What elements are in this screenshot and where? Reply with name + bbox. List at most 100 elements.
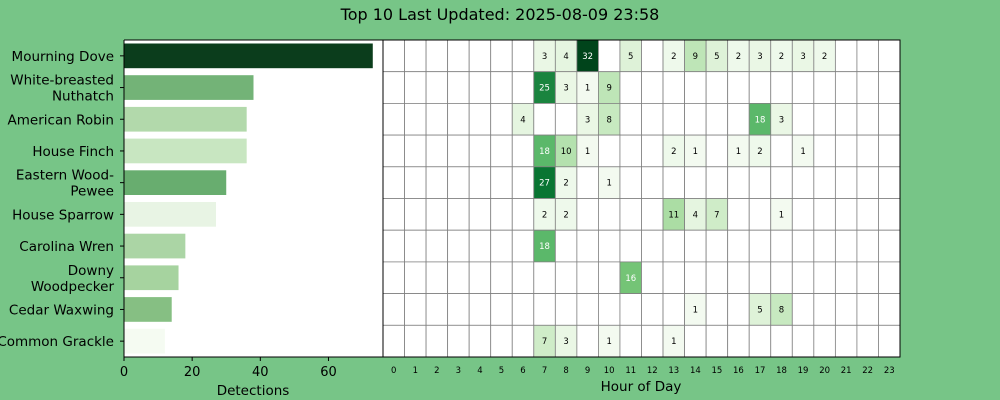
species-label: Pewee	[70, 184, 114, 200]
cell-value-label: 3	[779, 115, 784, 125]
heatmap-cell	[619, 229, 642, 263]
heatmap-cell	[425, 103, 449, 136]
heatmap-cell	[382, 324, 405, 358]
heatmap-cell	[511, 39, 535, 73]
heatmap-cell	[834, 198, 858, 231]
cell-value-label: 1	[800, 147, 805, 157]
heatmap-cell	[619, 198, 642, 231]
heatmap-cell	[770, 71, 793, 104]
bar	[124, 106, 247, 132]
heatmap-cell	[404, 229, 427, 263]
heatmap-cell	[468, 293, 492, 326]
cell-value-label: 18	[539, 147, 550, 157]
heatmap-cell	[554, 103, 578, 136]
cell-value-label: 4	[563, 52, 568, 62]
hour-tick-label: 15	[711, 366, 722, 376]
heatmap-cell	[641, 198, 664, 231]
hour-tick-label: 17	[755, 366, 766, 376]
heatmap-cell	[576, 166, 599, 199]
hour-tick-label: 0	[391, 366, 396, 376]
heatmap-cell	[447, 198, 470, 231]
cell-value-label: 1	[736, 147, 741, 157]
heatmap-cell	[576, 261, 599, 294]
heatmap-cell	[447, 229, 470, 263]
hour-tick-label: 8	[563, 366, 568, 376]
cell-value-label: 1	[779, 210, 784, 220]
species-label: Carolina Wren	[19, 239, 114, 255]
heatmap-cell	[727, 166, 750, 199]
cell-value-label: 2	[563, 179, 568, 189]
heatmap-panel: 3 4 32 5 2 9 5 2 3 2 3 225 3 1 94 3 8 18 318 10 1 2 1 1 2 127 2 12 2…	[382, 39, 901, 395]
cell-value-label: 3	[563, 84, 568, 94]
heatmap-cell	[619, 134, 642, 168]
heatmap-cell	[727, 71, 750, 104]
heatmap-cell	[511, 198, 535, 231]
bar	[124, 297, 172, 322]
heatmap-cell	[490, 166, 513, 199]
x-tick-label: 20	[184, 365, 201, 380]
heatmap-cell	[598, 39, 621, 73]
heatmap-cell	[748, 166, 772, 199]
cell-value-label: 1	[606, 179, 611, 189]
heatmap-cell	[813, 293, 836, 326]
hour-tick-label: 20	[819, 366, 830, 376]
cell-value-label: 2	[671, 147, 676, 157]
heatmap-cell	[425, 39, 449, 73]
heatmap-cell	[641, 293, 664, 326]
heatmap-cell	[791, 71, 815, 104]
heatmap-cell	[856, 134, 879, 168]
hour-tick-label: 6	[520, 366, 525, 376]
heatmap-cell	[878, 39, 901, 73]
heatmap-cell	[490, 229, 513, 263]
cell-value-label: 2	[822, 52, 827, 62]
heatmap-cell	[641, 39, 664, 73]
heatmap-cell	[727, 229, 750, 263]
cell-value-label: 7	[542, 337, 547, 347]
heatmap-cell	[813, 166, 836, 199]
heatmap-cell	[447, 166, 470, 199]
heatmap-cell	[382, 71, 405, 104]
hour-tick-label: 9	[585, 366, 590, 376]
heatmap-cell	[727, 103, 750, 136]
heatmap-cell	[662, 166, 685, 199]
heatmap-cell	[554, 229, 578, 263]
heatmap-cell	[511, 71, 535, 104]
heatmap-cell	[878, 71, 901, 104]
species-label: Eastern Wood-	[16, 168, 114, 184]
heatmap-cell	[834, 103, 858, 136]
heatmap-cell	[856, 261, 879, 294]
heatmap-cell	[447, 261, 470, 294]
bar	[124, 265, 179, 291]
heatmap-border	[382, 39, 901, 358]
heatmap-cell	[834, 293, 858, 326]
cell-value-label: 3	[563, 337, 568, 347]
heatmap-cell	[425, 198, 449, 231]
heatmap-cell	[727, 198, 750, 231]
cell-value-label: 4	[693, 210, 698, 220]
heatmap-cell	[727, 261, 750, 294]
heatmap-cell	[748, 229, 772, 263]
heatmap-cell	[425, 134, 449, 168]
heatmap-cell	[404, 166, 427, 199]
heatmap-cell	[490, 198, 513, 231]
hour-tick-label: 14	[690, 366, 701, 376]
heatmap-cell	[856, 229, 879, 263]
heatmap-cell	[791, 293, 815, 326]
cell-value-label: 2	[563, 210, 568, 220]
heatmap-cell	[468, 134, 492, 168]
heatmap-cell	[878, 293, 901, 326]
heatmap-cell	[834, 261, 858, 294]
cell-value-label: 9	[606, 84, 611, 94]
bar	[124, 328, 165, 354]
cell-value-label: 16	[625, 274, 636, 284]
heatmap-cell	[490, 324, 513, 358]
heatmap-cell	[425, 229, 449, 263]
heatmap-cell	[662, 229, 685, 263]
heatmap-cell	[425, 166, 449, 199]
heatmap-cell	[748, 261, 772, 294]
cell-value-label: 2	[779, 52, 784, 62]
heatmap-cell	[791, 103, 815, 136]
cell-value-label: 7	[714, 210, 719, 220]
heatmap-cell	[791, 324, 815, 358]
